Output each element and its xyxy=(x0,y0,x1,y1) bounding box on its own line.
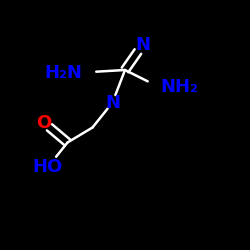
Text: NH₂: NH₂ xyxy=(160,78,198,96)
Text: HO: HO xyxy=(32,158,62,176)
Text: O: O xyxy=(36,114,52,132)
Text: N: N xyxy=(135,36,150,54)
Text: H₂N: H₂N xyxy=(44,64,82,82)
Text: N: N xyxy=(105,94,120,112)
